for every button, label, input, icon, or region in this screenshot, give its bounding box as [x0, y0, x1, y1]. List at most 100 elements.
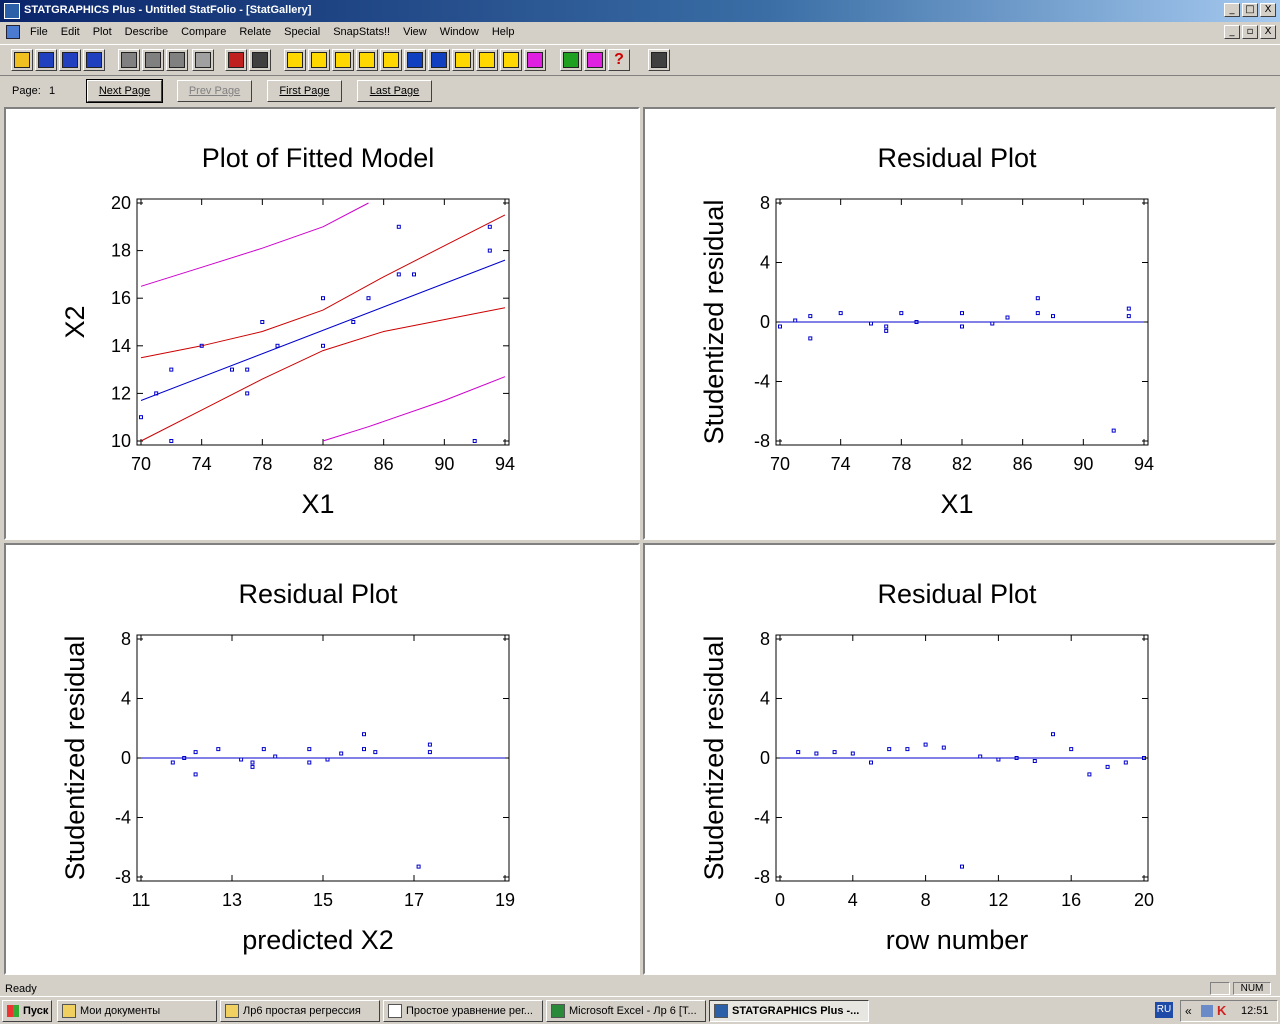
scatter-button[interactable]	[284, 49, 306, 71]
paste-button[interactable]	[166, 49, 188, 71]
doc-minimize-button[interactable]: _	[1224, 25, 1240, 39]
stat-advisor-button[interactable]	[560, 49, 582, 71]
menu-relate[interactable]: Relate	[239, 26, 272, 38]
data-point	[960, 311, 964, 316]
data-point	[1051, 314, 1055, 319]
start-button[interactable]: Пуск	[2, 1000, 52, 1022]
network-icon[interactable]	[1201, 1005, 1213, 1017]
data-point	[960, 324, 964, 329]
prev-page-button[interactable]: Prev Page	[177, 80, 252, 102]
tray-expand-icon[interactable]: «	[1185, 1004, 1192, 1018]
y-tick-label: 0	[760, 312, 770, 332]
open-button[interactable]	[11, 49, 33, 71]
menu-edit[interactable]: Edit	[60, 26, 80, 38]
line-button[interactable]	[452, 49, 474, 71]
data-point	[1069, 747, 1074, 752]
task-excel[interactable]: Microsoft Excel - Лр 6 [T...	[546, 1000, 706, 1022]
statgraphics-app-icon[interactable]	[4, 3, 20, 19]
x-tick-label: 15	[313, 890, 333, 910]
menu-special[interactable]: Special	[284, 26, 321, 38]
stat-wizard-button[interactable]	[584, 49, 606, 71]
distribution-button[interactable]	[428, 49, 450, 71]
close-button[interactable]: X	[1260, 3, 1276, 17]
cut-button[interactable]	[118, 49, 140, 71]
boxplot-button[interactable]	[308, 49, 330, 71]
menu-view[interactable]: View	[403, 26, 427, 38]
datasheet-save-button[interactable]	[83, 49, 105, 71]
help-button[interactable]: ?	[608, 49, 630, 71]
first-page-button[interactable]: First Page	[267, 80, 342, 102]
data-point	[487, 248, 492, 253]
globe-icon	[479, 52, 495, 68]
menu-plot[interactable]: Plot	[92, 26, 112, 38]
snapstats-button[interactable]	[524, 49, 546, 71]
status-text: Ready	[5, 983, 37, 995]
menu-window[interactable]: Window	[439, 26, 479, 38]
data-point	[427, 742, 432, 747]
xmatrix-button[interactable]	[356, 49, 378, 71]
menu-compare[interactable]: Compare	[181, 26, 227, 38]
x-tick-label: 12	[988, 890, 1008, 910]
x-tick-label: 82	[313, 454, 333, 474]
doc-close-button[interactable]: X	[1260, 25, 1276, 39]
maximize-button[interactable]: □	[1242, 3, 1258, 17]
y-tick-label: 20	[111, 193, 131, 213]
data-point	[169, 367, 174, 372]
residual-vs-x1-panel[interactable]: Residual Plot 70 74 78 82 86 90 94 -8 -4 0 4 8 X1 Stud…	[643, 107, 1276, 540]
task-regression-folder[interactable]: Лр6 простая регрессия	[220, 1000, 380, 1022]
print-button[interactable]	[225, 49, 247, 71]
task-my-documents[interactable]: Мои документы	[57, 1000, 217, 1022]
timeseries-button[interactable]	[404, 49, 426, 71]
residual-vs-row-panel[interactable]: Residual Plot 0 4 8 12 16 20 -8 -4 0 4 8 row number S…	[643, 543, 1276, 975]
language-indicator[interactable]: RU	[1155, 1002, 1173, 1018]
x-tick-label: 17	[404, 890, 424, 910]
menu-snapstats[interactable]: SnapStats!!	[333, 26, 391, 38]
excel-icon	[551, 1004, 565, 1018]
data-point	[1035, 296, 1040, 301]
data-point	[1111, 428, 1116, 433]
calculator-button[interactable]	[648, 49, 670, 71]
doc-restore-button[interactable]: ▫	[1242, 25, 1258, 39]
y-tick-label: -8	[754, 867, 770, 887]
residual-vs-predicted-panel[interactable]: Residual Plot 11 13 15 17 19 -8 -4 0 4 8 predicted …	[4, 543, 640, 975]
task-label: Мои документы	[80, 1005, 161, 1017]
data-point	[808, 314, 813, 319]
copy-icon	[145, 52, 161, 68]
save-button[interactable]	[35, 49, 57, 71]
preview-button[interactable]	[249, 49, 271, 71]
next-page-button[interactable]: Next Page	[86, 79, 163, 103]
barchart-button[interactable]	[332, 49, 354, 71]
fitted-model-panel[interactable]: Plot of Fitted Model 70 74 78 82 86 90 94 10 12 14…	[4, 107, 640, 540]
fitted-line	[140, 259, 506, 401]
last-page-button[interactable]: Last Page	[357, 80, 432, 102]
upper-confidence-limit	[140, 214, 506, 359]
title-bar: STATGRAPHICS Plus - Untitled StatFolio -…	[0, 0, 1280, 22]
datasheet-save-icon	[86, 52, 102, 68]
regression-button[interactable]	[380, 49, 402, 71]
menu-file[interactable]: File	[30, 26, 48, 38]
x-axis-label: predicted X2	[242, 925, 394, 955]
data-point	[250, 764, 255, 769]
y-tick-label: 0	[760, 748, 770, 768]
minimize-button[interactable]: _	[1224, 3, 1240, 17]
data-point	[990, 321, 995, 326]
folder-icon	[62, 1004, 76, 1018]
task-word-document[interactable]: Простое уравнение рег...	[383, 1000, 543, 1022]
globe-button[interactable]	[476, 49, 498, 71]
y-tick-label: 4	[121, 689, 131, 709]
undo-button[interactable]	[192, 49, 214, 71]
tree-button[interactable]	[500, 49, 522, 71]
data-point	[1126, 306, 1131, 311]
data-point	[307, 747, 312, 752]
menu-describe[interactable]: Describe	[124, 26, 169, 38]
y-tick-label: -4	[115, 808, 131, 828]
tree-icon	[503, 52, 519, 68]
page-label: Page:	[12, 85, 41, 97]
antivirus-icon[interactable]: K	[1217, 1003, 1227, 1018]
task-statgraphics[interactable]: STATGRAPHICS Plus -...	[709, 1000, 869, 1022]
grid-button[interactable]	[59, 49, 81, 71]
menu-help[interactable]: Help	[491, 26, 515, 38]
x-tick-label: 78	[252, 454, 272, 474]
document-menu-icon[interactable]	[6, 25, 20, 39]
copy-button[interactable]	[142, 49, 164, 71]
